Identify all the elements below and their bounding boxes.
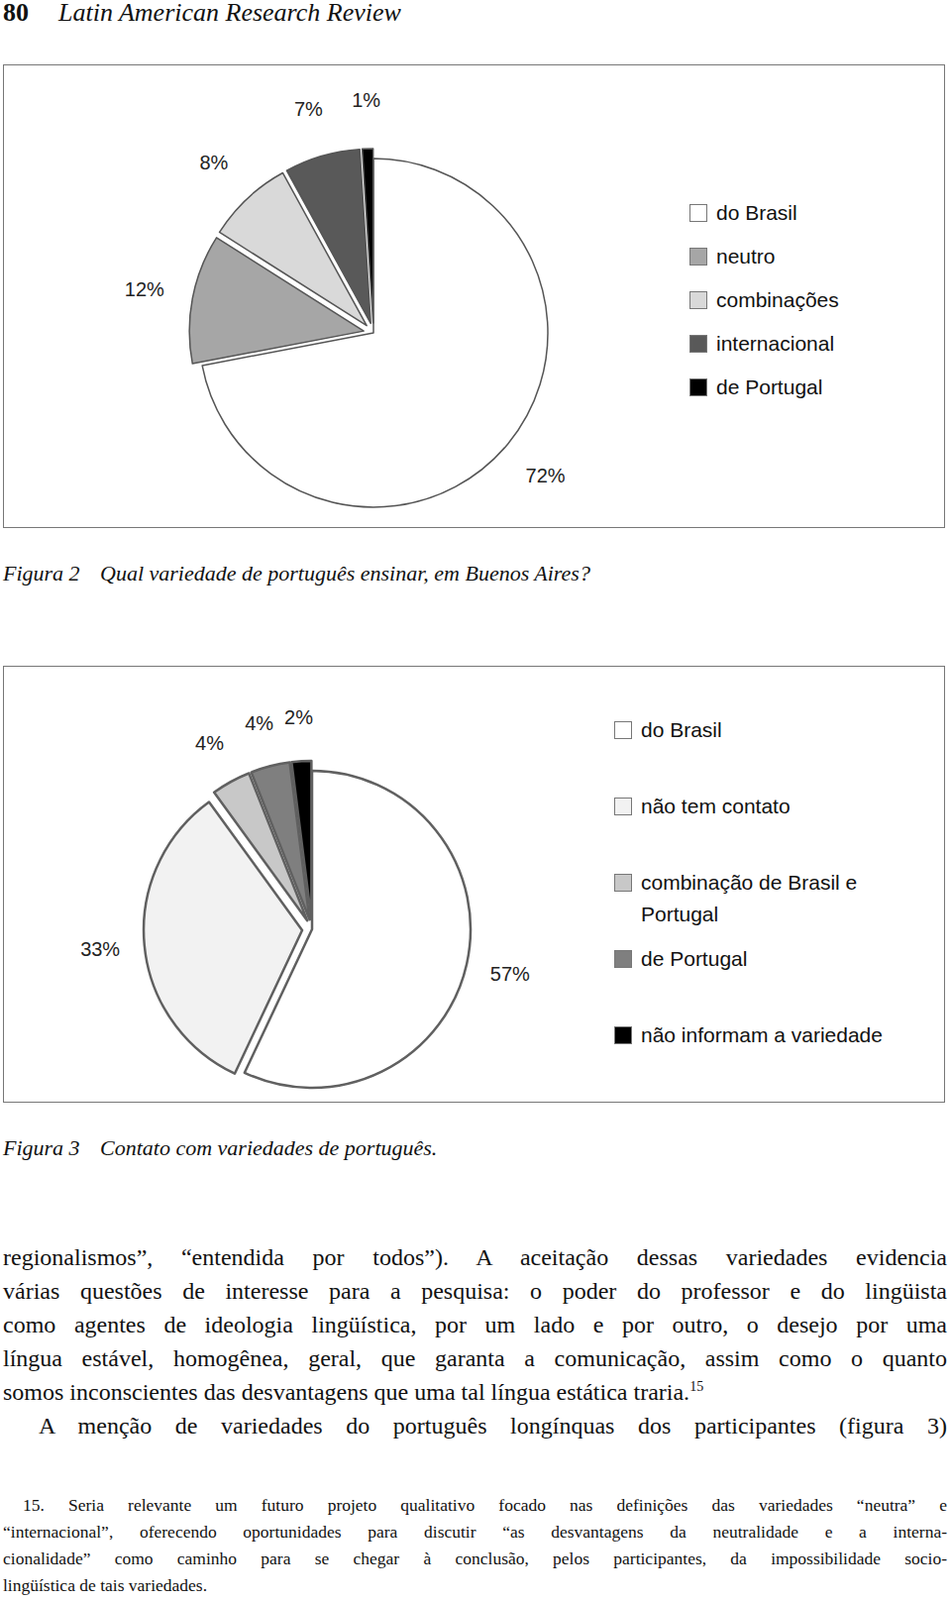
data-labels: 72% 12% 8% 7% 1% bbox=[124, 89, 566, 487]
legend-swatch bbox=[689, 204, 708, 222]
legend-label: do Brasil bbox=[640, 714, 912, 746]
legend-swatch bbox=[614, 721, 633, 740]
legend-swatch bbox=[689, 291, 708, 310]
legend-label: neutro bbox=[716, 240, 928, 273]
body-line: regionalismos”, “entendida por todos”). … bbox=[2, 1240, 948, 1274]
data-label: 1% bbox=[351, 89, 381, 111]
footnote-line-text: cionalidade” como caminho para se chegar… bbox=[2, 1548, 948, 1569]
legend-item: internacional bbox=[689, 327, 928, 360]
data-labels: 57% 33% 4% 4% 2% bbox=[80, 706, 530, 985]
body-line: somos inconscientes das desvantagens que… bbox=[2, 1374, 948, 1409]
pie-slice bbox=[291, 760, 312, 920]
legend: do Brasil não tem contato combinação de Br… bbox=[614, 666, 912, 1104]
legend-swatch bbox=[689, 247, 708, 266]
page: 80 Latin American Research Review 72% 12% 8%… bbox=[0, 0, 951, 1600]
body-line: como agentes de ideologia lingüística, p… bbox=[2, 1307, 948, 1342]
data-label: 2% bbox=[284, 706, 314, 729]
legend-label: não informam a variedade bbox=[640, 1019, 912, 1052]
legend-item: de Portugal bbox=[614, 943, 912, 975]
legend-item: de Portugal bbox=[689, 371, 928, 404]
data-label: 4% bbox=[195, 732, 224, 754]
footnote-line: “internacional”, oferecendo oportunidade… bbox=[2, 1518, 948, 1546]
legend-swatch bbox=[689, 334, 708, 353]
journal-title: Latin American Research Review bbox=[58, 0, 402, 26]
slices bbox=[189, 148, 548, 508]
legend-swatch bbox=[614, 950, 633, 968]
body-line-text: várias questões de interesse para a pesq… bbox=[2, 1277, 948, 1304]
body-text: regionalismos”, “entendida por todos”). … bbox=[2, 1240, 948, 1443]
pie-slice bbox=[286, 149, 371, 324]
legend-swatch bbox=[614, 797, 633, 816]
body-line: A menção de variedades do português long… bbox=[2, 1408, 948, 1443]
legend-label: de Portugal bbox=[640, 943, 912, 975]
footnote-number: 15. bbox=[22, 1494, 45, 1515]
legend-label: combinações bbox=[716, 284, 928, 317]
data-label: 72% bbox=[526, 464, 566, 487]
legend-label: não tem contato bbox=[640, 790, 912, 823]
footnote-line: lingüística de tais variedades. bbox=[2, 1572, 948, 1599]
data-label: 57% bbox=[490, 962, 530, 985]
slices bbox=[143, 760, 471, 1088]
legend-label: internacional bbox=[716, 327, 928, 360]
pie-slice bbox=[362, 148, 374, 323]
legend-item: do Brasil bbox=[689, 197, 928, 229]
legend-label: combinação de Brasil e Portugal bbox=[640, 866, 912, 931]
figure-caption: Qual variedade de português ensinar, em … bbox=[100, 559, 591, 588]
figure-label: Figura 3 bbox=[2, 1134, 81, 1163]
data-label: 8% bbox=[199, 151, 228, 174]
body-line-text: regionalismos”, “entendida por todos”). … bbox=[2, 1244, 948, 1270]
body-line-text: somos inconscientes das desvantagens que… bbox=[2, 1378, 690, 1405]
legend-item: não tem contato bbox=[614, 790, 912, 823]
legend-label: de Portugal bbox=[716, 371, 928, 404]
footnote-line: cionalidade” como caminho para se chegar… bbox=[2, 1545, 948, 1573]
footnote-line-text: lingüística de tais variedades. bbox=[2, 1575, 208, 1595]
legend-item: combinações bbox=[689, 284, 928, 317]
body-line-text: língua estável, homogênea, geral, que ga… bbox=[2, 1345, 948, 1372]
footnote: 15. Seria relevante um futuro projeto qu… bbox=[2, 1491, 948, 1599]
figure-label: Figura 2 bbox=[2, 559, 81, 588]
chart-frame: 72% 12% 8% 7% 1% do Brasil neutro combinações in… bbox=[2, 64, 946, 529]
body-line-text: como agentes de ideologia lingüística, p… bbox=[2, 1311, 948, 1338]
data-label: 33% bbox=[80, 938, 120, 960]
footnote-line-text: “internacional”, oferecendo oportunidade… bbox=[2, 1521, 948, 1542]
figure-caption: Contato com variedades de português. bbox=[100, 1134, 437, 1163]
legend-swatch bbox=[689, 378, 708, 397]
legend-item: combinação de Brasil e Portugal bbox=[614, 866, 912, 931]
data-label: 12% bbox=[124, 278, 165, 301]
footnote-line: 15. Seria relevante um futuro projeto qu… bbox=[2, 1491, 948, 1519]
legend-item: do Brasil bbox=[614, 714, 912, 746]
page-number: 80 bbox=[2, 0, 29, 26]
body-line: língua estável, homogênea, geral, que ga… bbox=[2, 1341, 948, 1375]
legend-swatch bbox=[614, 873, 633, 892]
footnote-marker: 15 bbox=[689, 1378, 704, 1394]
data-label: 4% bbox=[244, 712, 274, 735]
data-label: 7% bbox=[294, 98, 323, 120]
body-line: várias questões de interesse para a pesq… bbox=[2, 1273, 948, 1308]
legend-label: do Brasil bbox=[716, 197, 928, 229]
legend-item: neutro bbox=[689, 240, 928, 273]
legend-swatch bbox=[614, 1026, 633, 1045]
legend: do Brasil neutro combinações internacional d… bbox=[689, 65, 928, 529]
footnote-line-text: Seria relevante um futuro projeto qualit… bbox=[68, 1494, 948, 1515]
body-line-text: A menção de variedades do português long… bbox=[38, 1412, 948, 1439]
chart-frame: 57% 33% 4% 4% 2% do Brasil não tem contato comb… bbox=[2, 665, 946, 1103]
legend-item: não informam a variedade bbox=[614, 1019, 912, 1052]
